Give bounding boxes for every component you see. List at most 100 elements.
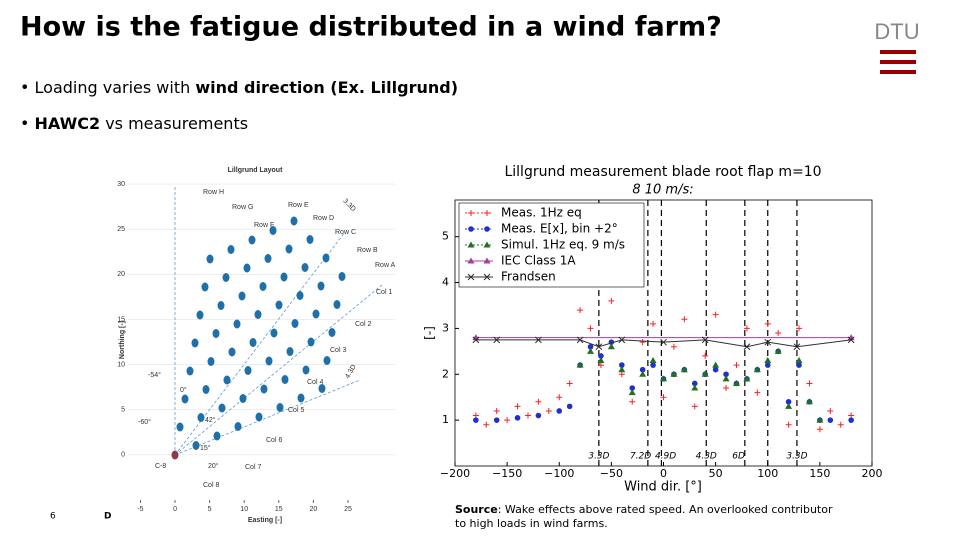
point (764, 357, 772, 364)
point (639, 366, 646, 373)
point (806, 380, 813, 387)
point (576, 336, 584, 344)
x-axis-label: Easting [-] (248, 517, 282, 524)
point (493, 336, 501, 344)
turbine (286, 347, 294, 356)
point (650, 320, 657, 327)
point (629, 398, 636, 405)
turbine (228, 347, 236, 357)
turbine (291, 319, 299, 328)
legend-label: Simul. 1Hz eq. 9 m/s (501, 238, 625, 252)
point (493, 417, 500, 423)
bullet-text: vs measurements (100, 114, 248, 133)
point (472, 336, 480, 344)
point (796, 362, 802, 368)
point (535, 412, 542, 419)
point (535, 336, 542, 344)
point (577, 307, 584, 314)
point (483, 421, 490, 428)
turbine (322, 253, 330, 263)
point (618, 336, 626, 344)
turbine (234, 422, 242, 431)
point (816, 416, 824, 423)
row-label: Row A (375, 262, 396, 269)
turbine (301, 263, 309, 272)
point (587, 325, 594, 332)
wake-label: 3.3D (588, 452, 609, 462)
turbine (306, 235, 314, 244)
source-text: : Wake effects above rated speed. An ove… (498, 503, 833, 516)
col-label: Col 8 (203, 482, 219, 489)
annotation: 42° (205, 416, 216, 424)
legend-marker (484, 226, 490, 232)
turbine (201, 282, 209, 292)
turbine (269, 226, 277, 235)
point (514, 403, 521, 410)
turbine (285, 244, 293, 254)
wake-label: 7.2D (630, 452, 651, 462)
point (691, 380, 698, 387)
point (649, 357, 657, 364)
legend-marker (484, 210, 490, 216)
x-tick-label: −100 (544, 467, 574, 480)
turbine (259, 282, 267, 291)
point (504, 417, 511, 424)
legend-marker (467, 257, 475, 264)
col-label: Col 6 (266, 437, 282, 444)
wake-label: 3.3D (786, 452, 807, 462)
point (764, 338, 772, 346)
point (775, 330, 782, 336)
point (587, 347, 595, 354)
point (619, 362, 625, 368)
bullet-bold: wind direction (Ex. Lillgrund) (195, 78, 458, 97)
y-tick-label: 5 (442, 230, 449, 243)
turbine (197, 413, 205, 422)
point (597, 362, 604, 369)
turbine (207, 357, 215, 366)
point (764, 320, 771, 327)
col-label: Col 7 (245, 464, 261, 471)
legend-label: Meas. E[x], bin +2° (501, 222, 618, 236)
series-line (475, 339, 852, 348)
x-tick-label: 15 (275, 506, 283, 513)
col-label: Col 4 (307, 379, 323, 386)
point (681, 316, 688, 323)
turbine (243, 263, 251, 273)
turbine (181, 394, 189, 404)
row-label: Row H (203, 189, 224, 196)
turbine (281, 375, 289, 384)
layout-figure: 0 5 10 15 20 25 30 -5 0 5 10 15 20 25 Lillgrund Layout… (117, 167, 395, 524)
point (587, 343, 594, 350)
point (743, 325, 750, 332)
point (847, 336, 855, 344)
point (595, 343, 603, 351)
page-number: 6 (50, 512, 56, 522)
annotation: -54° (148, 371, 161, 379)
annotation: 4.3D (344, 364, 357, 380)
point (660, 338, 667, 346)
bullet-text: Loading varies with (35, 78, 196, 97)
col-label: Col 1 (376, 289, 392, 296)
figure-title: Lillgrund Layout (228, 167, 283, 174)
turbine (270, 328, 278, 338)
row-label: Row D (313, 215, 334, 222)
turbine (227, 245, 235, 254)
point (628, 389, 636, 396)
turbine (186, 366, 194, 376)
point (639, 370, 647, 377)
chart-title: Lillgrund measurement blade root flap m=… (504, 164, 821, 180)
turbine (218, 403, 226, 413)
turbine (276, 403, 284, 412)
point (576, 361, 584, 368)
turbine (249, 338, 257, 347)
turbine (323, 356, 331, 365)
wind-ray (174, 379, 361, 456)
source-text: to high loads in wind farms. (455, 517, 608, 530)
point (618, 366, 626, 373)
col-label: Col 5 (288, 407, 304, 414)
turbine (222, 273, 230, 282)
wake-label: 6D (732, 452, 745, 462)
turbine (233, 319, 241, 329)
y-tick-label: 2 (442, 367, 449, 380)
